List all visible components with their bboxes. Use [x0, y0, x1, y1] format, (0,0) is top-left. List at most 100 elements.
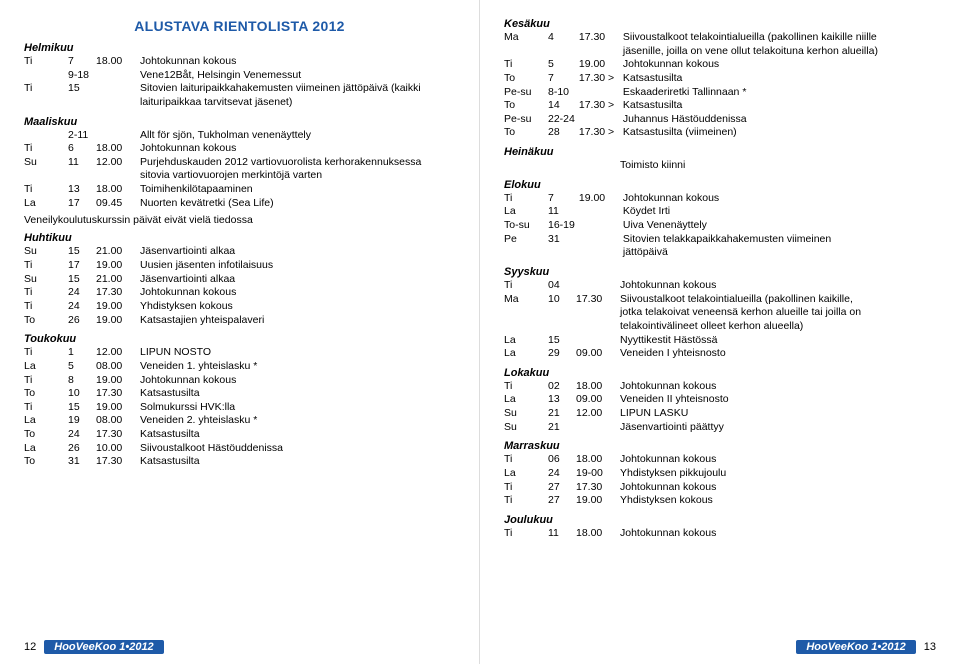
cell-num: 4 — [548, 31, 579, 58]
cell-day: Ti — [504, 58, 548, 72]
cell-day: Su — [24, 273, 68, 287]
cell-time: 19.00 — [96, 300, 140, 314]
page-left: ALUSTAVA RIENTOLISTA 2012 HelmikuuTi718.… — [0, 0, 480, 664]
cell-time — [576, 279, 620, 293]
cell-time: 12.00 — [96, 346, 140, 360]
cell-day: Ma — [504, 31, 548, 58]
schedule-row: Su1521.00Jäsenvartiointi alkaa — [24, 273, 277, 287]
cell-desc: Katsastusilta — [140, 455, 287, 469]
schedule-row: Ti2419.00Yhdistyksen kokous — [24, 300, 277, 314]
document-title: ALUSTAVA RIENTOLISTA 2012 — [24, 18, 455, 34]
cell-day: Ti — [504, 279, 548, 293]
schedule-table: 9-18Vene12Båt, Helsingin VenemessutTi15S… — [24, 69, 455, 110]
cell-day: Ti — [504, 481, 548, 495]
cell-num: 06 — [548, 453, 576, 467]
cell-time: 17.30 — [579, 31, 623, 58]
cell-num: 02 — [548, 380, 576, 394]
cell-desc: Sitovien laituripaikkahakemusten viimein… — [140, 82, 455, 109]
cell-time: 17.30 — [96, 286, 140, 300]
month-heading: Lokakuu — [504, 367, 936, 379]
cell-desc: Yhdistyksen pikkujoulu — [620, 467, 730, 481]
cell-time: 17.30 — [96, 387, 140, 401]
cell-time: 17.30 — [576, 293, 620, 334]
schedule-row: Ti04Johtokunnan kokous — [504, 279, 880, 293]
cell-desc: Johtokunnan kokous — [140, 55, 240, 69]
schedule-row: Ti1318.00Toimihenkilötapaaminen — [24, 183, 455, 197]
cell-desc: Jäsenvartiointi alkaa — [140, 273, 277, 287]
cell-desc: Allt för sjön, Tukholman venenäyttely — [140, 129, 455, 143]
right-schedule: KesäkuuMa417.30Siivoustalkoot telakointi… — [504, 18, 936, 541]
cell-day — [24, 129, 68, 143]
cell-desc: Johtokunnan kokous — [623, 192, 883, 206]
cell-num: 13 — [68, 183, 96, 197]
schedule-row: 2-11 Allt för sjön, Tukholman venenäyttel… — [24, 129, 455, 143]
cell-day: To — [24, 455, 68, 469]
cell-day: Ti — [24, 346, 68, 360]
cell-time: 21.00 — [96, 273, 140, 287]
cell-desc: Johtokunnan kokous — [620, 453, 730, 467]
cell-time: 17.30 > — [579, 126, 623, 140]
cell-time: 19.00 — [579, 192, 623, 206]
cell-day: To — [24, 387, 68, 401]
cell-num: 16-19 — [548, 219, 579, 233]
cell-day — [24, 69, 68, 83]
cell-desc: Johtokunnan kokous — [620, 481, 730, 495]
cell-time: 19.00 — [579, 58, 623, 72]
schedule-row: Pe-su8-10Eskaaderiretki Tallinnaan * — [504, 86, 883, 100]
cell-num: 11 — [548, 527, 576, 541]
schedule-table: Ti1118.00Johtokunnan kokous — [504, 527, 720, 541]
schedule-row: Ti112.00LIPUN NOSTO — [24, 346, 287, 360]
cell-time: 12.00 — [576, 407, 620, 421]
month-heading: Toukokuu — [24, 333, 455, 345]
cell-day: Su — [504, 407, 548, 421]
schedule-row: To2817.30 >Katsastusilta (viimeinen) — [504, 126, 883, 140]
cell-desc: Veneiden II yhteisnosto — [620, 393, 733, 407]
month-heading: Huhtikuu — [24, 232, 455, 244]
cell-num: 5 — [548, 58, 579, 72]
schedule-table: 2-11 Allt för sjön, Tukholman venenäyttel… — [24, 129, 455, 211]
cell-num: 21 — [548, 407, 576, 421]
schedule-row: La1709.45Nuorten kevätretki (Sea Life) — [24, 197, 455, 211]
schedule-row: Ma1017.30Siivoustalkoot telakointialueil… — [504, 293, 880, 334]
cell-time: 17.30 > — [579, 99, 623, 113]
schedule-row: To2417.30Katsastusilta — [24, 428, 287, 442]
cell-time: 18.00 — [576, 527, 620, 541]
cell-day: Su — [504, 421, 548, 435]
cell-day: Ti — [24, 300, 68, 314]
cell-desc: Purjehduskauden 2012 vartiovuorolista ke… — [140, 156, 455, 183]
schedule-table: Ma417.30Siivoustalkoot telakointialueill… — [504, 31, 883, 140]
schedule-row: Ti519.00Johtokunnan kokous — [504, 58, 883, 72]
cell-num: 7 — [68, 55, 96, 69]
cell-num: 15 — [68, 82, 96, 109]
cell-desc: Uusien jäsenten infotilaisuus — [140, 259, 277, 273]
schedule-row: To2619.00Katsastajien yhteispalaveri — [24, 314, 277, 328]
schedule-row: To-su16-19Uiva Venenäyttely — [504, 219, 883, 233]
schedule-row: La11Köydet Irti — [504, 205, 883, 219]
cell-desc: Katsastusilta — [623, 99, 883, 113]
cell-time: 17.30 — [576, 481, 620, 495]
cell-time — [576, 334, 620, 348]
schedule-row: La2419-00Yhdistyksen pikkujoulu — [504, 467, 730, 481]
cell-desc: Johtokunnan kokous — [140, 142, 455, 156]
cell-num: 2-11 — [68, 129, 96, 143]
cell-day: To — [504, 72, 548, 86]
cell-desc: Jäsenvartiointi päättyy — [620, 421, 733, 435]
cell-desc: LIPUN NOSTO — [140, 346, 287, 360]
cell-num: 7 — [548, 192, 579, 206]
cell-day: Su — [24, 156, 68, 183]
cell-num: 19 — [68, 414, 96, 428]
cell-num: 14 — [548, 99, 579, 113]
month-heading: Joulukuu — [504, 514, 936, 526]
schedule-row: Ti15Sitovien laituripaikkahakemusten vii… — [24, 82, 455, 109]
month-heading: Syyskuu — [504, 266, 936, 278]
cell-day: La — [24, 197, 68, 211]
cell-day: Ti — [504, 192, 548, 206]
schedule-row: Ti0618.00Johtokunnan kokous — [504, 453, 730, 467]
cell-day: Pe-su — [504, 86, 548, 100]
cell-time: 09.00 — [576, 347, 620, 361]
cell-time: 17.30 > — [579, 72, 623, 86]
cell-day: La — [24, 414, 68, 428]
cell-time — [579, 219, 623, 233]
cell-day: To-su — [504, 219, 548, 233]
cell-num: 04 — [548, 279, 576, 293]
